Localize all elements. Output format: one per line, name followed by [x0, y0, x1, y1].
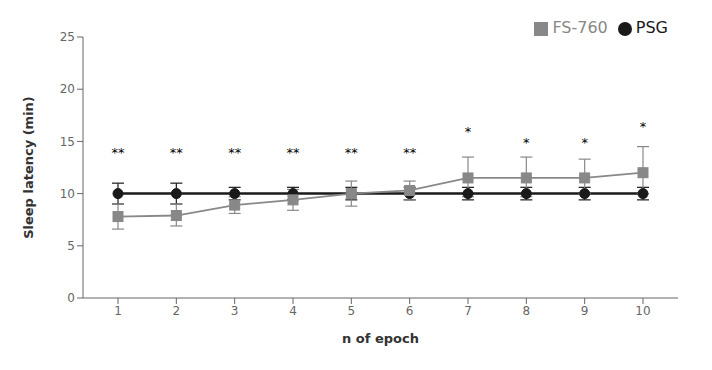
- svg-text:6: 6: [406, 304, 414, 318]
- svg-text:**: **: [345, 145, 359, 160]
- svg-text:10: 10: [635, 304, 650, 318]
- svg-text:**: **: [403, 145, 417, 160]
- svg-text:5: 5: [67, 239, 75, 253]
- svg-text:*: *: [465, 124, 472, 139]
- svg-text:Sleep latency (min): Sleep latency (min): [21, 96, 36, 239]
- svg-text:**: **: [287, 145, 301, 160]
- svg-text:n of epoch: n of epoch: [342, 331, 419, 346]
- svg-text:**: **: [112, 145, 126, 160]
- svg-text:*: *: [523, 135, 530, 150]
- svg-text:2: 2: [173, 304, 181, 318]
- svg-text:1: 1: [114, 304, 122, 318]
- svg-text:*: *: [581, 135, 588, 150]
- svg-text:7: 7: [464, 304, 472, 318]
- svg-text:20: 20: [60, 82, 75, 96]
- svg-text:5: 5: [348, 304, 356, 318]
- svg-text:4: 4: [289, 304, 297, 318]
- svg-text:**: **: [170, 145, 184, 160]
- svg-text:3: 3: [231, 304, 239, 318]
- svg-text:0: 0: [67, 291, 75, 305]
- svg-text:10: 10: [60, 187, 75, 201]
- svg-text:9: 9: [581, 304, 589, 318]
- html-text:FS-760: FS-760: [552, 18, 608, 37]
- svg-text:*: *: [640, 119, 647, 134]
- svg-text:**: **: [228, 145, 242, 160]
- svg-text:8: 8: [523, 304, 531, 318]
- html-text:PSG: PSG: [635, 18, 668, 37]
- svg-text:15: 15: [60, 135, 75, 149]
- svg-text:25: 25: [60, 30, 75, 44]
